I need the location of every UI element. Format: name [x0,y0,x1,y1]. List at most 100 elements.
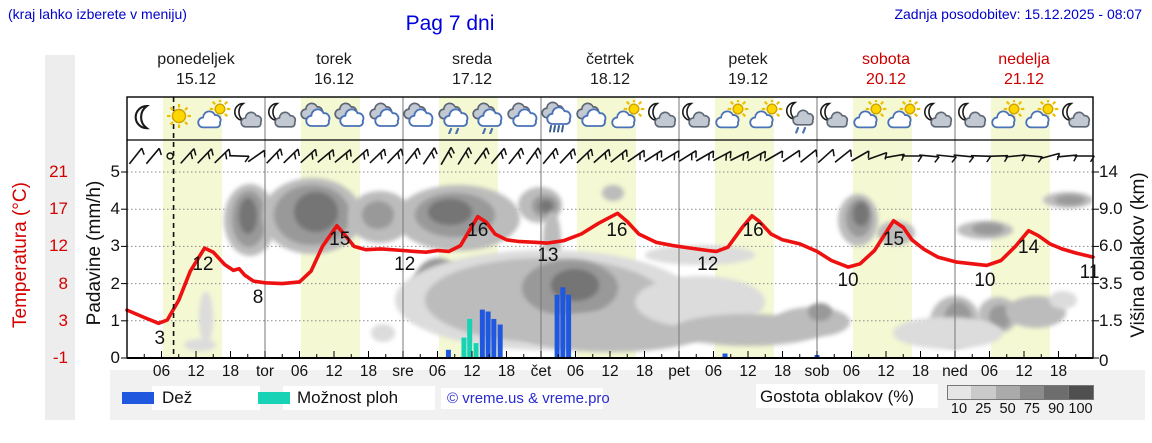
cloud-icon [333,100,369,134]
cloud-icon [506,100,542,134]
cloud-axis-tick: 0 [1099,351,1109,370]
cloud-cover-scale-segment [995,385,1021,400]
time-tick-label: 12 [739,363,757,380]
cloud-cover-legend-box [756,384,938,408]
temp-axis-tick: 12 [49,236,68,256]
cloud-drizzle-icon [471,100,507,135]
temp-value-label: 13 [537,245,559,267]
sun-cloud-icon [713,98,749,134]
temp-value-label: 16 [606,220,628,242]
day-abbrev-label: sre [392,363,414,380]
time-tick-label: 06 [980,363,999,380]
time-tick-label: 06 [842,363,861,380]
moon-cloud-icon [230,100,266,134]
cloud-cover-scale-segment [1019,385,1046,400]
cloud-cover-scale-segment [971,385,997,400]
temp-value-label: 12 [394,253,416,275]
moon-icon [126,100,162,134]
sun-cloud-icon [989,98,1025,134]
location-hint: (kraj lahko izberete v meniju) [8,6,187,22]
day-abbrev-label: tor [255,363,275,380]
precip-axis-tick: 0 [110,348,120,367]
cloud-cover-tick-label: 50 [999,401,1016,417]
temp-value-label: 15 [882,228,905,250]
copyright-link[interactable]: © vreme.us & vreme.pro [447,390,610,407]
sun-cloud-icon [851,98,887,134]
cloud-cover-legend-label: Gostota oblakov (%) [760,387,915,406]
precip-axis-tick: 3 [110,236,120,256]
time-tick-label: 06 [152,363,171,380]
time-tick-label: 06 [428,363,447,380]
temp-value-label: 10 [974,270,996,292]
time-tick-label: 18 [635,363,654,380]
time-tick-label: 18 [911,363,930,380]
time-tick-label: 12 [463,363,481,380]
day-header-date: 16.12 [313,71,355,88]
moon-cloud-icon [816,100,852,134]
temp-value-label: 10 [837,270,859,292]
temp-value-label: 12 [192,253,214,275]
day-header-date: 20.12 [865,71,907,88]
day-header-date: 17.12 [451,71,493,88]
temp-axis-tick: 17 [49,199,68,219]
cloud-drizzle-icon [437,100,473,135]
moon-cloud-drizzle-icon [782,100,818,134]
temp-value-label: 11 [1079,261,1100,283]
cloud-cover-scale-segment [1068,385,1094,400]
day-abbrev-label: ned [942,363,968,380]
temp-axis-tick: 21 [49,162,68,181]
sun-cloud-icon [609,98,645,134]
day-header-name: sreda [451,51,493,68]
time-tick-label: 18 [773,363,792,380]
time-tick-label: 12 [187,363,205,380]
cloud-icon [299,100,335,134]
temp-value-label: 16 [742,220,764,242]
day-header-date: 15.12 [175,71,217,88]
sun-icon [161,100,197,134]
time-tick-label: 18 [359,363,378,380]
time-tick-label: 12 [877,363,895,380]
page-title: Pag 7 dni [405,12,495,35]
precip-axis-tick: 4 [110,199,120,219]
copyright-box [441,388,603,409]
cloud-cover-tick-label: 25 [975,401,992,417]
time-tick-label: 12 [325,363,343,380]
precip-axis-tick: 5 [110,162,120,181]
precip-axis-tick: 1 [110,310,120,330]
sun-cloud-icon [1023,98,1059,134]
moon-cloud-icon [264,100,300,134]
cloud-icon [368,100,404,134]
day-header-name: četrtek [585,51,634,68]
cloud-axis-tick: 1.5 [1099,310,1123,330]
cloud-axis-tick: 6.0 [1099,236,1123,256]
time-tick-label: 18 [1049,363,1068,380]
time-tick-label: 12 [1015,363,1033,380]
cloud-rain-icon [540,100,576,134]
temp-value-label: 16 [467,220,489,242]
day-abbrev-label: sob [804,363,830,380]
temp-value-label: 14 [1018,237,1040,258]
cloud-cover-tick-label: 10 [950,401,968,417]
time-tick-label: 06 [290,363,309,380]
sun-cloud-icon [747,98,783,134]
day-header-date: 18.12 [589,71,631,88]
rain-legend-swatch [122,392,154,404]
temp-value-label: 8 [252,286,264,308]
time-tick-label: 18 [221,363,240,380]
time-tick-label: 18 [497,363,516,380]
sun-cloud-icon [885,98,921,134]
temp-value-label: 3 [154,327,166,349]
day-header-date: 21.12 [1003,71,1045,88]
showers-legend-swatch [258,392,290,404]
cloud-cover-tick-label: 100 [1068,401,1093,417]
cloud-icon [575,100,611,134]
cloud-icon [402,100,438,134]
sun-cloud-icon [195,98,231,134]
day-header-name: nedelja [998,51,1050,68]
cloud-axis-tick: 9.0 [1099,199,1123,219]
temp-axis-background-band [45,55,75,420]
rain-legend-label: Dež [162,388,193,407]
day-header-name: petek [728,51,768,68]
time-tick-label: 06 [566,363,585,380]
